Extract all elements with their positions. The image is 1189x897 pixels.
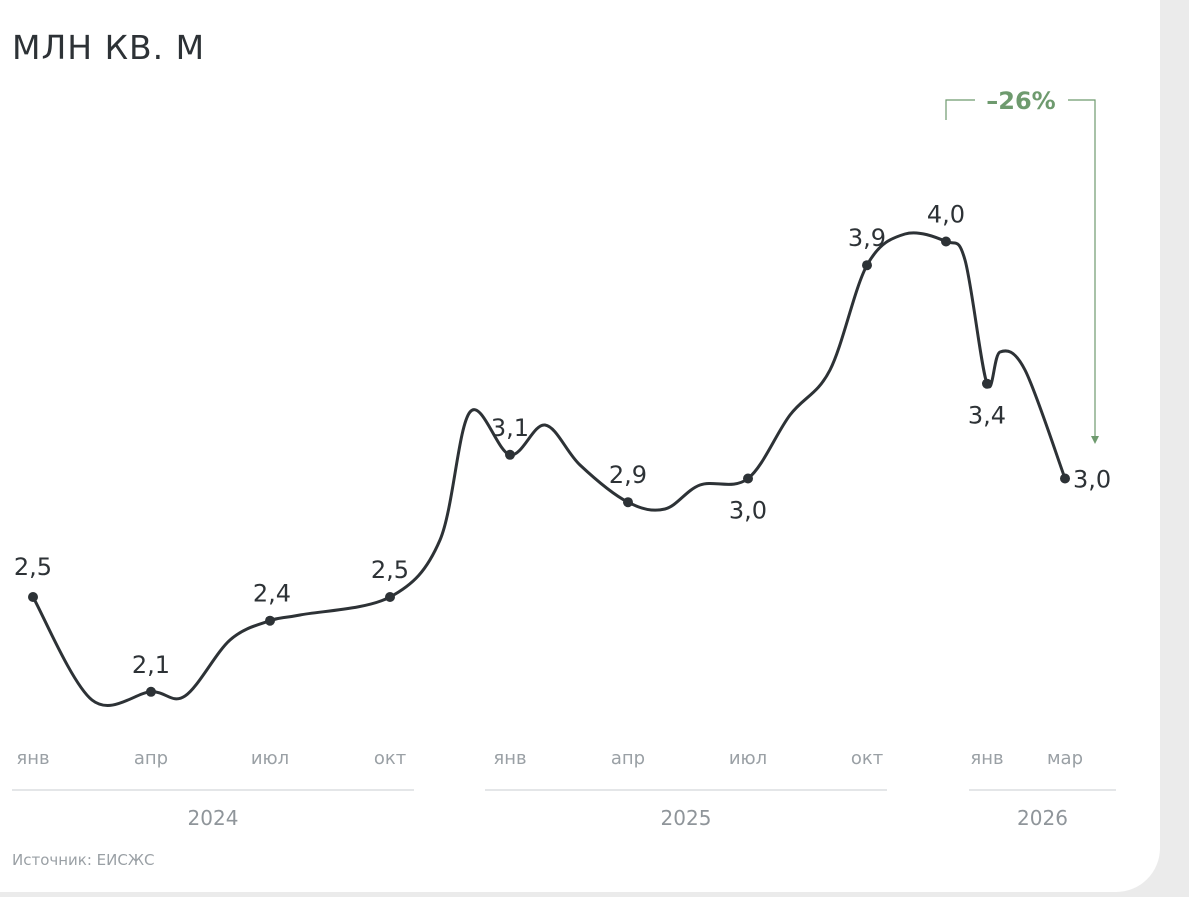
data-point	[28, 592, 38, 602]
source-note: Источник: ЕИСЖС	[12, 851, 155, 869]
data-label: 3,0	[729, 497, 767, 525]
data-label: 3,1	[491, 414, 529, 442]
change-annotation: –26%	[945, 87, 1099, 444]
year-label: 2026	[1017, 806, 1068, 830]
data-label: 2,5	[14, 553, 52, 581]
data-label: 2,1	[132, 651, 170, 679]
x-tick-label: июл	[251, 748, 289, 769]
data-points	[28, 236, 1070, 697]
x-axis-years: 2024 2025 2026	[12, 789, 1116, 830]
data-point	[1060, 473, 1070, 484]
x-axis-ticks: янв апр июл окт янв апр июл окт янв мар	[16, 748, 1083, 769]
x-tick-label: мар	[1047, 748, 1083, 769]
year-label: 2025	[661, 806, 712, 830]
data-labels: 2,5 2,1 2,4 2,5 3,1 2,9 3,0 3,9 4,0 3,4 3,0	[14, 201, 1111, 679]
data-point	[265, 615, 275, 626]
change-arrow-head	[1091, 436, 1099, 444]
data-point	[982, 378, 992, 389]
data-point	[941, 236, 951, 247]
chart-card	[0, 0, 1160, 892]
data-point	[862, 260, 872, 271]
data-label: 3,4	[968, 402, 1006, 430]
x-tick-label: янв	[16, 748, 49, 769]
data-label: 2,4	[253, 580, 291, 608]
x-tick-label: апр	[134, 748, 168, 769]
year-label: 2024	[188, 806, 239, 830]
x-tick-label: окт	[851, 748, 883, 769]
x-tick-label: янв	[493, 748, 526, 769]
data-label: 2,9	[609, 461, 647, 489]
data-label: 3,0	[1073, 466, 1111, 494]
data-point	[385, 592, 395, 602]
data-label: 2,5	[371, 556, 409, 584]
data-point	[623, 497, 633, 508]
x-tick-label: июл	[729, 748, 767, 769]
change-bracket	[945, 99, 1096, 440]
change-label: –26%	[986, 87, 1055, 115]
data-label: 4,0	[927, 201, 965, 229]
data-point	[743, 473, 753, 484]
data-point	[505, 449, 515, 460]
x-tick-label: окт	[374, 748, 406, 769]
data-point	[146, 686, 156, 697]
unit-label: МЛН КВ. М	[12, 28, 206, 67]
series-line	[31, 231, 1067, 707]
data-label: 3,9	[848, 224, 886, 252]
x-tick-label: апр	[611, 748, 645, 769]
x-tick-label: янв	[970, 748, 1003, 769]
